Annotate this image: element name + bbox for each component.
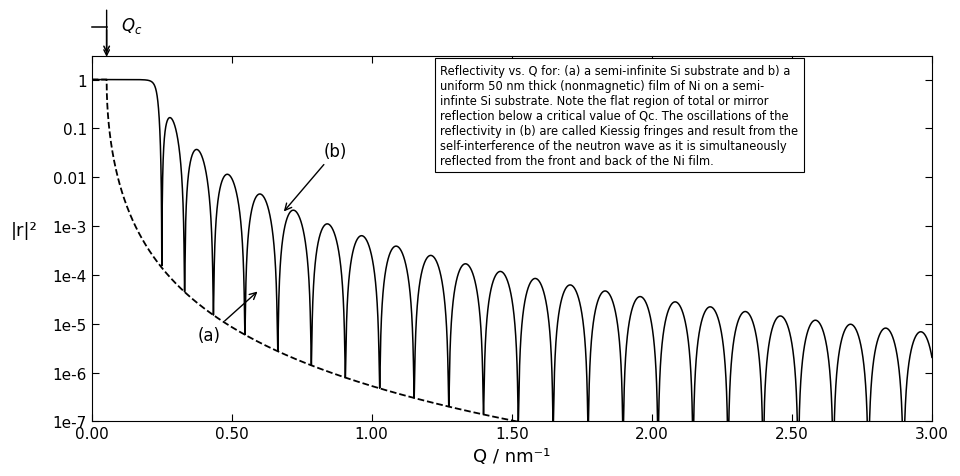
Text: (a): (a)	[198, 293, 256, 344]
Text: Reflectivity vs. Q for: (a) a semi-infinite Si substrate and b) a
uniform 50 nm : Reflectivity vs. Q for: (a) a semi-infin…	[441, 64, 799, 167]
Text: (b): (b)	[285, 142, 348, 211]
Y-axis label: |r|²: |r|²	[12, 221, 37, 239]
X-axis label: Q / nm⁻¹: Q / nm⁻¹	[473, 447, 550, 465]
Text: $Q_c$: $Q_c$	[121, 16, 142, 36]
